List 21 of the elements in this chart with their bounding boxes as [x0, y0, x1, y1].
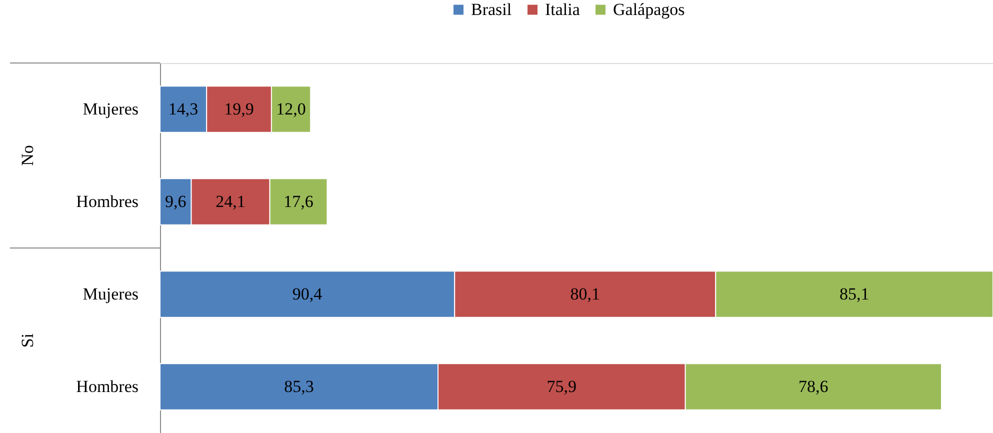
- text: Si: [18, 333, 37, 348]
- data-label: 12,0: [276, 99, 306, 118]
- data-label: 14,3: [168, 99, 198, 118]
- data-label: 75,9: [546, 376, 577, 396]
- y-tick-label: Mujeres: [82, 284, 138, 304]
- data-label: 9,6: [165, 192, 186, 211]
- data-label: 78,6: [798, 376, 828, 396]
- data-label: 80,1: [570, 284, 600, 304]
- y-tick-label: Hombres: [76, 192, 138, 211]
- data-label: 85,1: [839, 284, 870, 304]
- data-label: 19,9: [224, 99, 254, 118]
- legend-label: Galápagos: [613, 0, 685, 19]
- text: No: [18, 145, 37, 166]
- data-label: 85,3: [284, 376, 314, 396]
- data-label: 24,1: [216, 192, 246, 211]
- legend-label: Italia: [545, 0, 580, 19]
- y-tick-label: Hombres: [76, 376, 138, 396]
- y-tick-label: Mujeres: [82, 99, 138, 118]
- data-label: 90,4: [292, 284, 323, 304]
- data-label: 17,6: [284, 192, 314, 211]
- legend-label: Brasil: [471, 0, 512, 19]
